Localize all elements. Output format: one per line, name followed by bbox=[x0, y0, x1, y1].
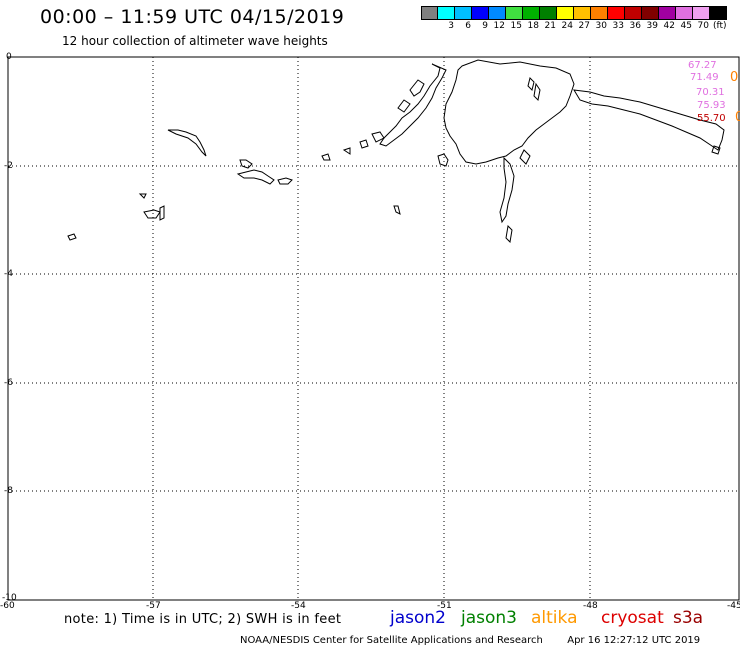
color-swatch bbox=[489, 6, 506, 20]
color-swatch-label: 45 bbox=[680, 21, 692, 31]
credit-line: NOAA/NESDIS Center for Satellite Applica… bbox=[240, 635, 700, 646]
map-title: 00:00 – 11:59 UTC 04/15/2019 bbox=[40, 6, 345, 28]
color-swatch bbox=[676, 6, 693, 20]
swh-value-label: 0 bbox=[730, 70, 739, 85]
color-swatch-label: 36 bbox=[629, 21, 641, 31]
y-tick-label: -2 bbox=[4, 161, 13, 171]
x-tick-label: -57 bbox=[146, 601, 161, 611]
color-swatch bbox=[625, 6, 642, 20]
color-swatch bbox=[608, 6, 625, 20]
color-swatch-label: 3 bbox=[448, 21, 454, 31]
color-swatch bbox=[472, 6, 489, 20]
x-tick-label: -60 bbox=[0, 601, 15, 611]
color-swatch bbox=[642, 6, 659, 20]
x-tick-label: -48 bbox=[583, 601, 598, 611]
color-swatch bbox=[506, 6, 523, 20]
color-swatch-label: 6 bbox=[465, 21, 471, 31]
x-tick-label: -45 bbox=[727, 601, 740, 611]
y-tick-label: -4 bbox=[4, 269, 13, 279]
color-swatch bbox=[557, 6, 574, 20]
color-swatch-label: 42 bbox=[663, 21, 675, 31]
swh-value-label: 0 bbox=[735, 110, 740, 125]
color-swatch-label: 12 bbox=[493, 21, 505, 31]
color-swatch bbox=[591, 6, 608, 20]
swh-value-label: 67.27 bbox=[688, 60, 717, 71]
color-swatch-label: 21 bbox=[544, 21, 556, 31]
color-scale-bar bbox=[421, 6, 727, 20]
color-swatch bbox=[438, 6, 455, 20]
swh-value-label: 75.93 bbox=[697, 100, 726, 111]
color-swatch-label: 18 bbox=[527, 21, 539, 31]
satellite-legend-altika: altika bbox=[531, 608, 578, 628]
y-tick-label: 0 bbox=[6, 52, 12, 62]
y-tick-label: -10 bbox=[2, 593, 17, 603]
y-tick-label: -8 bbox=[4, 486, 13, 496]
color-swatch-label: 15 bbox=[510, 21, 522, 31]
color-scale-unit: (ft) bbox=[713, 21, 727, 31]
color-swatch bbox=[693, 6, 710, 20]
generated-timestamp: Apr 16 12:27:12 UTC 2019 bbox=[567, 635, 701, 646]
color-swatch-label: 24 bbox=[561, 21, 573, 31]
color-swatch bbox=[659, 6, 676, 20]
x-tick-label: -51 bbox=[437, 601, 452, 611]
color-swatch bbox=[455, 6, 472, 20]
color-scale-labels: 3 6 9 12 15 18 21 24 27 30 33 36 39 42 45 70 bbox=[421, 21, 727, 31]
color-swatch-label: 27 bbox=[578, 21, 590, 31]
swh-value-label: 71.49 bbox=[690, 72, 719, 83]
x-tick-label: -54 bbox=[291, 601, 306, 611]
swh-value-label: 55.70 bbox=[697, 113, 726, 124]
satellite-legend-jason2: jason2 bbox=[390, 608, 446, 628]
color-swatch bbox=[710, 6, 727, 20]
coastline bbox=[67, 59, 725, 244]
y-tick-label: -6 bbox=[4, 378, 13, 388]
color-swatch-label: 9 bbox=[482, 21, 488, 31]
credit-text: NOAA/NESDIS Center for Satellite Applica… bbox=[240, 635, 543, 646]
satellite-legend-jason3: jason3 bbox=[461, 608, 517, 628]
satellite-legend-s3a: s3a bbox=[673, 608, 704, 628]
color-swatch bbox=[421, 6, 438, 20]
grid-lines bbox=[8, 57, 739, 600]
color-swatch bbox=[540, 6, 557, 20]
swh-value-label: 70.31 bbox=[696, 87, 725, 98]
map-frame bbox=[7, 56, 740, 601]
footer-note: note: 1) Time is in UTC; 2) SWH is in fe… bbox=[64, 612, 342, 627]
color-swatch bbox=[574, 6, 591, 20]
color-swatch-label: 39 bbox=[646, 21, 658, 31]
satellite-legend-cryosat: cryosat bbox=[601, 608, 664, 628]
color-swatch bbox=[523, 6, 540, 20]
map-subtitle: 12 hour collection of altimeter wave hei… bbox=[62, 34, 328, 48]
color-swatch-label: 70 bbox=[697, 21, 709, 31]
color-swatch-label: 33 bbox=[612, 21, 624, 31]
color-swatch-label: 30 bbox=[595, 21, 607, 31]
